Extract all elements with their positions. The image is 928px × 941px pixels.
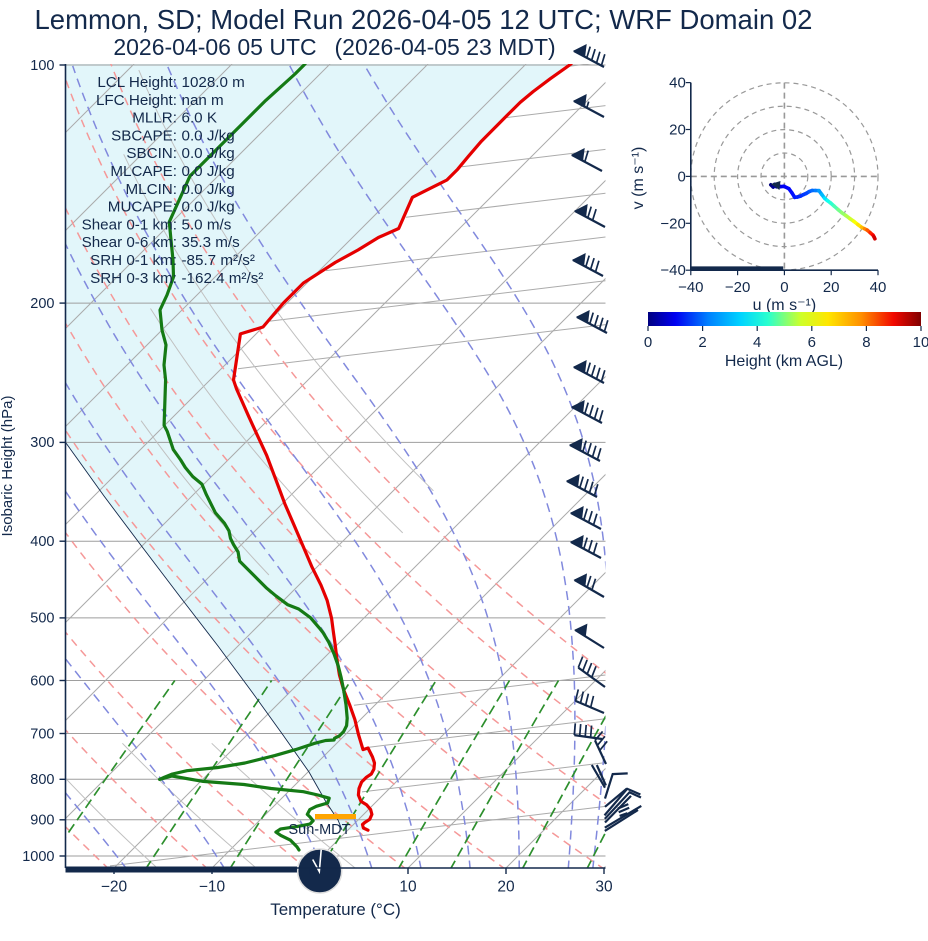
svg-text:MLLR:: MLLR: — [132, 110, 177, 127]
svg-text:6.0 K: 6.0 K — [182, 110, 217, 127]
svg-text:0.0 J/kg: 0.0 J/kg — [182, 181, 235, 198]
svg-text:0: 0 — [780, 279, 788, 296]
svg-text:4: 4 — [753, 334, 761, 351]
svg-text:u (m s⁻¹): u (m s⁻¹) — [753, 297, 817, 314]
svg-text:8: 8 — [862, 334, 870, 351]
svg-text:Height (km AGL): Height (km AGL) — [725, 353, 843, 370]
svg-text:1000: 1000 — [22, 849, 54, 865]
svg-text:SBCIN:: SBCIN: — [126, 145, 177, 162]
svg-text:−40: −40 — [660, 262, 685, 279]
svg-text:LFC Height:: LFC Height: — [96, 92, 177, 109]
svg-text:−10: −10 — [199, 879, 226, 896]
svg-text:30: 30 — [595, 879, 613, 896]
svg-text:Sun-MDT: Sun-MDT — [288, 822, 350, 838]
svg-text:40: 40 — [669, 75, 686, 92]
svg-text:MLCAPE:: MLCAPE: — [110, 163, 177, 180]
svg-text:20: 20 — [669, 122, 686, 139]
svg-text:300: 300 — [30, 435, 54, 451]
svg-text:−40: −40 — [678, 279, 703, 296]
svg-text:−20: −20 — [660, 215, 685, 232]
svg-text:LCL Height:: LCL Height: — [97, 74, 177, 91]
svg-text:Shear 0-1 km:: Shear 0-1 km: — [82, 216, 177, 233]
svg-text:0.0 J/kg: 0.0 J/kg — [182, 199, 235, 216]
svg-text:2: 2 — [698, 334, 706, 351]
svg-text:10: 10 — [399, 879, 417, 896]
svg-text:500: 500 — [30, 611, 54, 627]
svg-text:100: 100 — [30, 58, 54, 74]
svg-text:700: 700 — [30, 726, 54, 742]
svg-text:0.0 J/kg: 0.0 J/kg — [182, 145, 235, 162]
svg-text:0: 0 — [644, 334, 652, 351]
svg-text:−20: −20 — [725, 279, 750, 296]
svg-text:−20: −20 — [101, 879, 128, 896]
svg-text:0: 0 — [677, 168, 685, 185]
svg-text:5.0 m/s: 5.0 m/s — [182, 216, 232, 233]
svg-text:400: 400 — [30, 534, 54, 550]
svg-text:200: 200 — [30, 296, 54, 312]
svg-text:10: 10 — [913, 334, 928, 351]
svg-text:35.3 m/s: 35.3 m/s — [182, 234, 241, 251]
svg-text:Isobaric Height (hPa): Isobaric Height (hPa) — [0, 396, 16, 537]
svg-text:6: 6 — [808, 334, 816, 351]
svg-text:600: 600 — [30, 673, 54, 689]
svg-text:800: 800 — [30, 772, 54, 788]
svg-text:v (m s⁻¹): v (m s⁻¹) — [630, 147, 647, 210]
svg-text:SBCAPE:: SBCAPE: — [111, 127, 177, 144]
svg-text:900: 900 — [30, 813, 54, 829]
svg-text:Temperature (°C): Temperature (°C) — [270, 900, 401, 919]
svg-text:20: 20 — [823, 279, 840, 296]
svg-text:nan m: nan m — [182, 92, 224, 109]
svg-text:1028.0 m: 1028.0 m — [182, 74, 245, 91]
svg-text:40: 40 — [870, 279, 887, 296]
svg-text:2026-04-06 05 UTC (2026-04-05: 2026-04-06 05 UTC (2026-04-05 23 MDT) — [113, 34, 555, 60]
svg-text:Shear 0-6 km:: Shear 0-6 km: — [82, 234, 177, 251]
svg-text:0.0 J/kg: 0.0 J/kg — [182, 127, 235, 144]
svg-text:Lemmon, SD; Model Run 2026-04-: Lemmon, SD; Model Run 2026-04-05 12 UTC;… — [35, 4, 813, 35]
svg-text:-85.7 m²/s²: -85.7 m²/s² — [182, 252, 255, 269]
svg-text:0.0 J/kg: 0.0 J/kg — [182, 163, 235, 180]
svg-text:-162.4 m²/s²: -162.4 m²/s² — [182, 270, 264, 287]
svg-text:20: 20 — [497, 879, 515, 896]
svg-text:SRH 0-1 km:: SRH 0-1 km: — [90, 252, 177, 269]
svg-text:SRH 0-3 km:: SRH 0-3 km: — [90, 270, 177, 287]
svg-text:MLCIN:: MLCIN: — [126, 181, 177, 198]
svg-text:MUCAPE:: MUCAPE: — [108, 199, 177, 216]
